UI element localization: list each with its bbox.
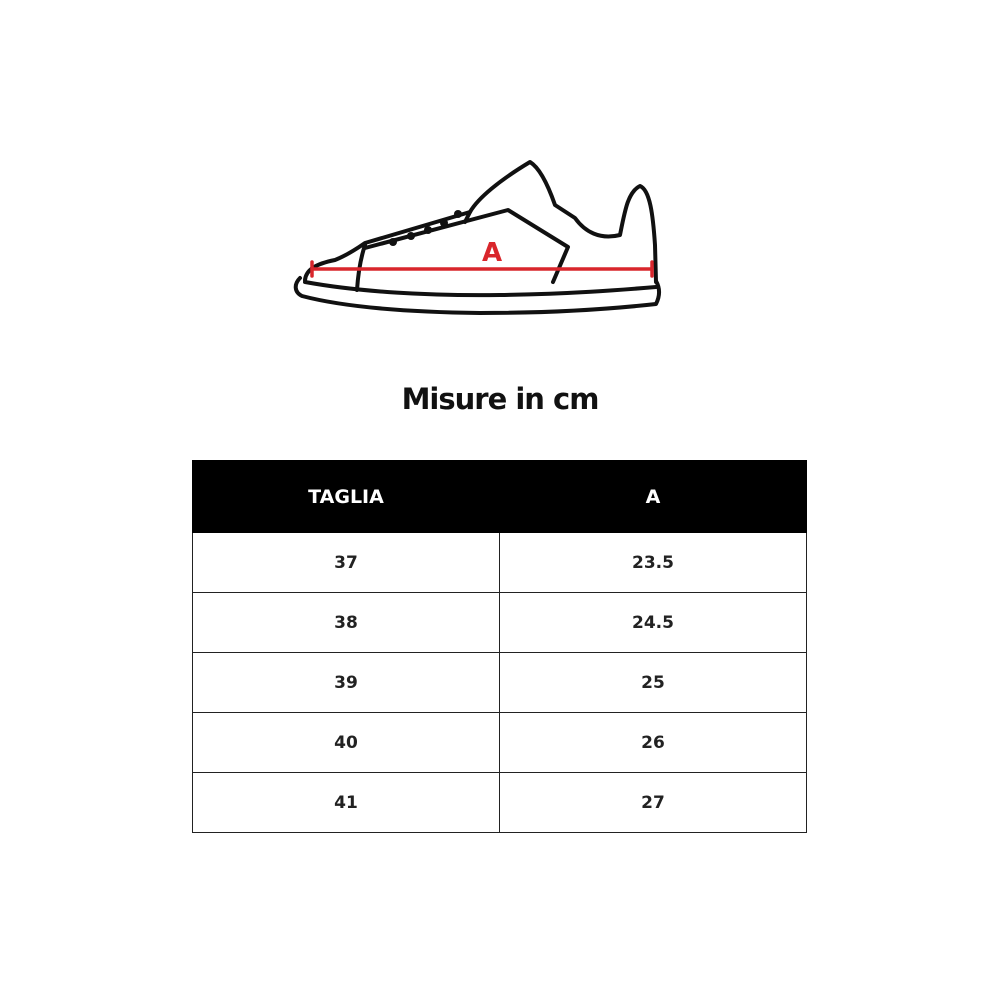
length-cell: 26	[499, 712, 807, 773]
length-cell: 25	[499, 652, 807, 713]
size-cell: 39	[192, 652, 500, 713]
table-row: 37 23.5	[192, 532, 807, 593]
size-cell: 40	[192, 712, 500, 773]
upper-outline	[303, 160, 658, 284]
header-taglia: TAGLIA	[192, 460, 500, 533]
table-row: 39 25	[192, 652, 807, 713]
length-cell: 23.5	[499, 532, 807, 593]
table-row: 38 24.5	[192, 592, 807, 653]
measurement-a-label: A	[482, 238, 502, 268]
table-header-row: TAGLIA A	[192, 460, 807, 533]
tongue-line	[463, 210, 472, 224]
page-title: Misure in cm	[401, 382, 600, 416]
table-row: 40 26	[192, 712, 807, 773]
side-panel	[363, 208, 570, 284]
sneaker-illustration: A	[293, 160, 661, 315]
size-table: TAGLIA A 37 23.5 38 24.5 39 25 40 26 41 27	[192, 460, 807, 833]
size-cell: 37	[192, 532, 500, 593]
size-cell: 38	[192, 592, 500, 653]
size-cell: 41	[192, 772, 500, 833]
sole-outline	[293, 276, 661, 315]
header-a: A	[499, 460, 807, 533]
laces	[389, 210, 462, 246]
table-row: 41 27	[192, 772, 807, 833]
length-cell: 24.5	[499, 592, 807, 653]
length-cell: 27	[499, 772, 807, 833]
measurement-a-line	[310, 260, 654, 278]
